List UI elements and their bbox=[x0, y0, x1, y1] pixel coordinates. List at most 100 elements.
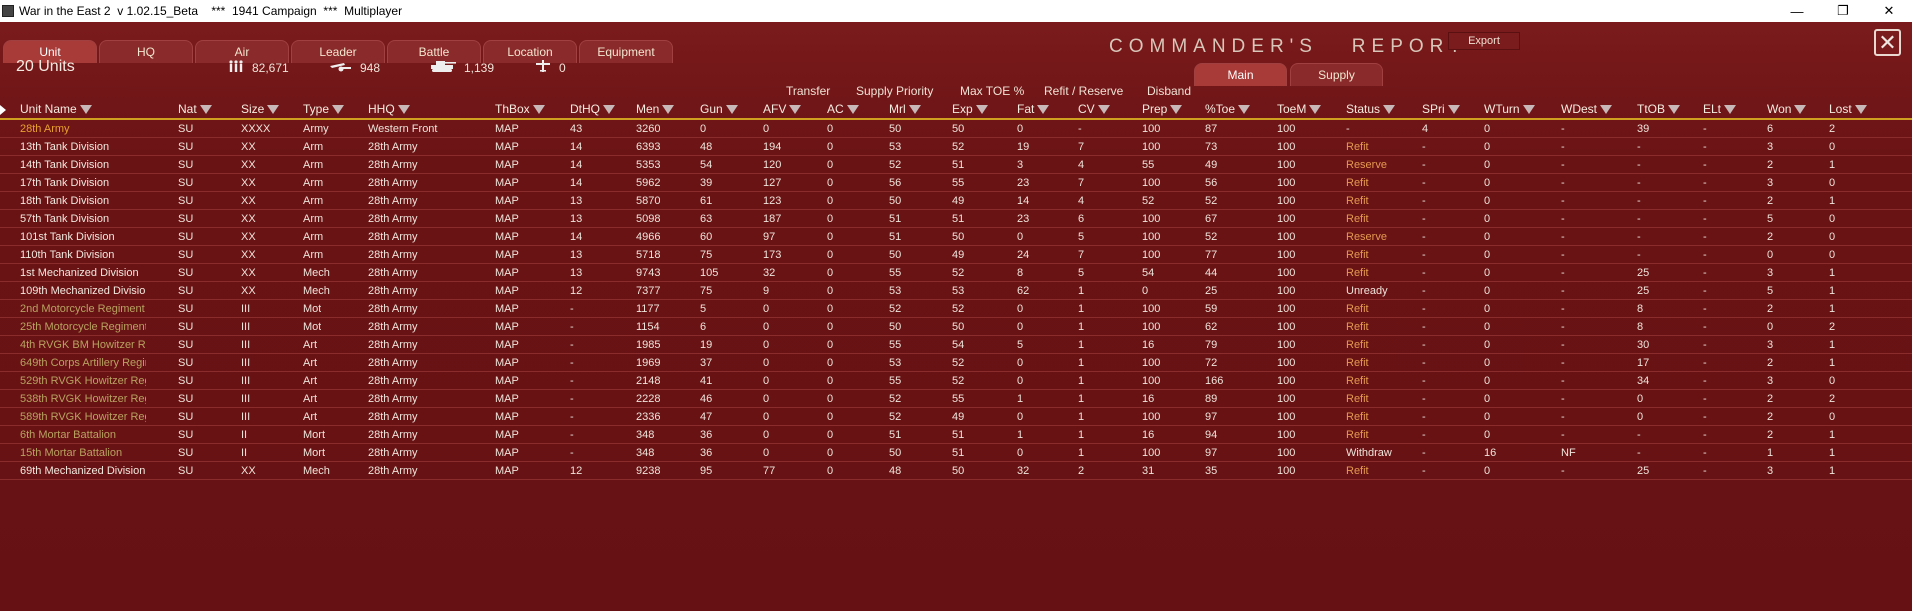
table-row[interactable]: 101st Tank Division SU XX Arm 28th Army MAP 14… bbox=[0, 228, 1912, 246]
filter-icon[interactable] bbox=[1794, 104, 1807, 114]
subtab-supply[interactable]: Supply bbox=[1290, 63, 1383, 86]
filter-icon[interactable] bbox=[603, 104, 615, 114]
unit-name-cell[interactable]: 28th Army bbox=[20, 123, 70, 135]
table-row[interactable]: 589th RVGK Howitzer Regiment SU III Art 28th… bbox=[0, 408, 1912, 426]
column-header-men[interactable]: Men bbox=[636, 102, 675, 116]
transfer-button[interactable]: Transfer bbox=[786, 84, 831, 98]
column-header-toe[interactable]: %Toe bbox=[1205, 102, 1251, 116]
table-row[interactable]: 109th Mechanized Division SU XX Mech 28th Ar… bbox=[0, 282, 1912, 300]
table-row[interactable]: 28th Army SU XXXX Army Western Front MAP 43 326… bbox=[0, 120, 1912, 138]
filter-icon[interactable] bbox=[846, 104, 859, 114]
unit-name-cell[interactable]: 57th Tank Division bbox=[20, 213, 110, 225]
tab-hq[interactable]: HQ bbox=[99, 40, 193, 63]
column-header-status[interactable]: Status bbox=[1346, 102, 1396, 116]
column-header-elt[interactable]: ELt bbox=[1703, 102, 1737, 116]
filter-icon[interactable] bbox=[662, 104, 675, 114]
unit-name-cell[interactable]: 110th Tank Division bbox=[20, 249, 115, 261]
column-header-won[interactable]: Won bbox=[1767, 102, 1807, 116]
table-row[interactable]: 17th Tank Division SU XX Arm 28th Army MAP 14 5… bbox=[0, 174, 1912, 192]
table-row[interactable]: 13th Tank Division SU XX Arm 28th Army MAP 14 6… bbox=[0, 138, 1912, 156]
table-row[interactable]: 57th Tank Division SU XX Arm 28th Army MAP 13 5… bbox=[0, 210, 1912, 228]
tab-unit[interactable]: Unit bbox=[3, 40, 97, 63]
tab-leader[interactable]: Leader bbox=[291, 40, 385, 63]
filter-icon[interactable] bbox=[1309, 104, 1322, 114]
filter-icon[interactable] bbox=[199, 104, 212, 114]
unit-name-cell[interactable]: 6th Mortar Battalion bbox=[20, 429, 116, 441]
filter-icon[interactable] bbox=[1170, 104, 1183, 114]
column-header-ttob[interactable]: TtOB bbox=[1637, 102, 1681, 116]
column-header-thbox[interactable]: ThBox bbox=[495, 102, 545, 116]
table-row[interactable]: 4th RVGK BM Howitzer Regiment SU III Art 28t… bbox=[0, 336, 1912, 354]
unit-name-cell[interactable]: 4th RVGK BM Howitzer Regiment bbox=[20, 339, 146, 351]
column-header-gun[interactable]: Gun bbox=[700, 102, 738, 116]
supply-priority-button[interactable]: Supply Priority bbox=[856, 84, 934, 98]
filter-icon[interactable] bbox=[908, 104, 921, 114]
unit-name-cell[interactable]: 109th Mechanized Division bbox=[20, 285, 146, 297]
filter-icon[interactable] bbox=[1238, 104, 1251, 114]
tab-air[interactable]: Air bbox=[195, 40, 289, 63]
unit-name-cell[interactable]: 538th RVGK Howitzer Regiment bbox=[20, 393, 146, 405]
filter-icon[interactable] bbox=[1522, 104, 1535, 114]
max-toe-button[interactable]: Max TOE % bbox=[960, 84, 1025, 98]
filter-icon[interactable] bbox=[789, 104, 802, 114]
column-header-mrl[interactable]: Mrl bbox=[889, 102, 921, 116]
column-header-afv[interactable]: AFV bbox=[763, 102, 802, 116]
filter-icon[interactable] bbox=[1724, 104, 1737, 114]
unit-name-cell[interactable]: 589th RVGK Howitzer Regiment bbox=[20, 411, 146, 423]
column-header-toem[interactable]: ToeM bbox=[1277, 102, 1322, 116]
window-close-icon[interactable]: ✕ bbox=[1883, 3, 1895, 18]
refit-reserve-button[interactable]: Refit / Reserve bbox=[1044, 84, 1124, 98]
filter-icon[interactable] bbox=[1600, 104, 1612, 114]
unit-name-cell[interactable]: 17th Tank Division bbox=[20, 177, 110, 189]
unit-name-cell[interactable]: 1st Mechanized Division bbox=[20, 267, 139, 279]
column-header-unit-name[interactable]: Unit Name bbox=[20, 102, 92, 116]
unit-name-cell[interactable]: 101st Tank Division bbox=[20, 231, 115, 243]
table-row[interactable]: 69th Mechanized Division SU XX Mech 28th Arm… bbox=[0, 462, 1912, 480]
table-row[interactable]: 6th Mortar Battalion SU II Mort 28th Army MAP… bbox=[0, 426, 1912, 444]
unit-name-cell[interactable]: 2nd Motorcycle Regiment bbox=[20, 303, 145, 315]
export-button[interactable]: Export bbox=[1448, 32, 1520, 50]
disband-button[interactable]: Disband bbox=[1147, 84, 1192, 98]
column-header-hhq[interactable]: HHQ bbox=[368, 102, 410, 116]
subtab-main[interactable]: Main bbox=[1194, 63, 1287, 86]
column-header-size[interactable]: Size bbox=[241, 102, 280, 116]
restore-icon[interactable]: ❐ bbox=[1837, 3, 1849, 18]
filter-icon[interactable] bbox=[1097, 104, 1110, 114]
table-row[interactable]: 14th Tank Division SU XX Arm 28th Army MAP 14 5… bbox=[0, 156, 1912, 174]
minimize-icon[interactable]: — bbox=[1790, 3, 1804, 19]
unit-name-cell[interactable]: 649th Corps Artillery Regiment bbox=[20, 357, 146, 369]
tab-battle[interactable]: Battle bbox=[387, 40, 481, 63]
tab-location[interactable]: Location bbox=[483, 40, 577, 63]
column-header-cv[interactable]: CV bbox=[1078, 102, 1110, 116]
column-header-exp[interactable]: Exp bbox=[952, 102, 988, 116]
filter-icon[interactable] bbox=[332, 104, 345, 114]
column-header-nat[interactable]: Nat bbox=[178, 102, 212, 116]
filter-icon[interactable] bbox=[975, 104, 988, 114]
table-row[interactable]: 538th RVGK Howitzer Regiment SU III Art 28th… bbox=[0, 390, 1912, 408]
filter-icon[interactable] bbox=[1854, 104, 1867, 114]
unit-name-cell[interactable]: 529th RVGK Howitzer Regiment bbox=[20, 375, 146, 387]
column-header-spri[interactable]: SPri bbox=[1422, 102, 1460, 116]
table-row[interactable]: 529th RVGK Howitzer Regiment SU III Art 28th… bbox=[0, 372, 1912, 390]
close-report-button[interactable]: ✕ bbox=[1874, 29, 1901, 56]
table-row[interactable]: 1st Mechanized Division SU XX Mech 28th Army… bbox=[0, 264, 1912, 282]
unit-name-cell[interactable]: 13th Tank Division bbox=[20, 141, 110, 153]
table-row[interactable]: 15th Mortar Battalion SU II Mort 28th Army MA… bbox=[0, 444, 1912, 462]
filter-icon[interactable] bbox=[1668, 104, 1681, 114]
unit-name-cell[interactable]: 14th Tank Division bbox=[20, 159, 110, 171]
table-row[interactable]: 2nd Motorcycle Regiment SU III Mot 28th Army… bbox=[0, 300, 1912, 318]
column-header-type[interactable]: Type bbox=[303, 102, 345, 116]
filter-icon[interactable] bbox=[1447, 104, 1460, 114]
table-row[interactable]: 25th Motorcycle Regiment SU III Mot 28th Arm… bbox=[0, 318, 1912, 336]
column-header-prep[interactable]: Prep bbox=[1142, 102, 1183, 116]
unit-name-cell[interactable]: 25th Motorcycle Regiment bbox=[20, 321, 146, 333]
filter-icon[interactable] bbox=[79, 104, 92, 114]
filter-icon[interactable] bbox=[532, 104, 545, 114]
column-header-wdest[interactable]: WDest bbox=[1561, 102, 1612, 116]
unit-name-cell[interactable]: 15th Mortar Battalion bbox=[20, 447, 123, 459]
unit-name-cell[interactable]: 18th Tank Division bbox=[20, 195, 110, 207]
table-row[interactable]: 110th Tank Division SU XX Arm 28th Army MAP 13… bbox=[0, 246, 1912, 264]
column-header-lost[interactable]: Lost bbox=[1829, 102, 1867, 116]
filter-icon[interactable] bbox=[725, 104, 738, 114]
column-header-ac[interactable]: AC bbox=[827, 102, 859, 116]
